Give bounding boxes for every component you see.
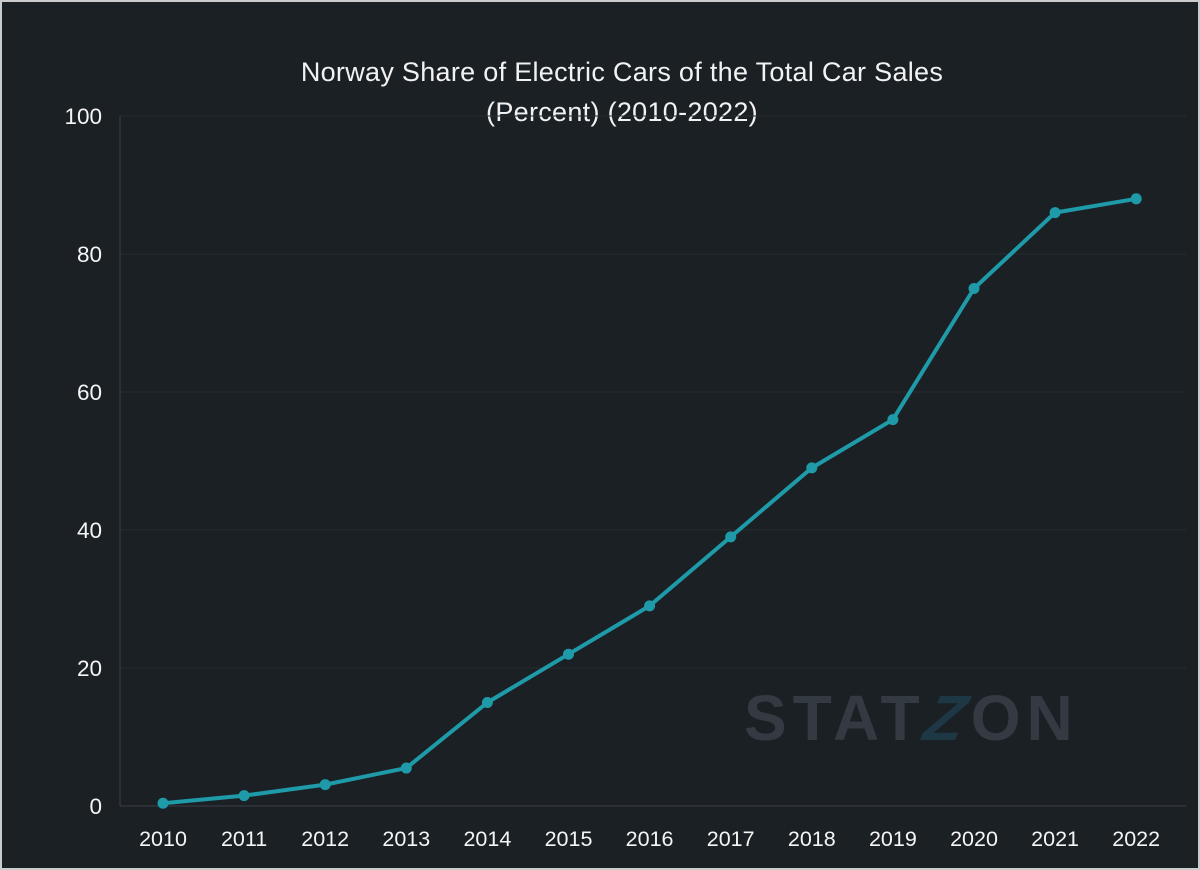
y-tick-label-0: 0 xyxy=(89,794,102,819)
statzon-watermark: STATZON xyxy=(744,682,1079,754)
watermark-suffix: ON xyxy=(970,682,1079,754)
x-tick-label-2018: 2018 xyxy=(788,827,836,851)
y-tick-label-100: 100 xyxy=(64,104,102,129)
x-tick-label-2016: 2016 xyxy=(626,827,674,851)
chart-title: Norway Share of Electric Cars of the Tot… xyxy=(24,52,1198,132)
x-tick-label-2019: 2019 xyxy=(869,827,917,851)
x-tick-label-2017: 2017 xyxy=(707,827,755,851)
x-tick-label-2020: 2020 xyxy=(950,827,998,851)
y-tick-label-20: 20 xyxy=(77,656,102,681)
data-point-2018 xyxy=(806,462,818,474)
y-tick-label-80: 80 xyxy=(77,242,102,267)
data-point-2013 xyxy=(400,762,412,774)
chart-title-line2: (Percent) (2010-2022) xyxy=(486,97,758,127)
x-tick-label-2022: 2022 xyxy=(1112,827,1160,851)
data-point-2015 xyxy=(563,648,574,660)
y-tick-label-40: 40 xyxy=(77,518,102,543)
x-tick-label-2010: 2010 xyxy=(139,827,187,851)
x-tick-label-2015: 2015 xyxy=(545,827,593,851)
data-point-2019 xyxy=(887,414,899,426)
x-tick-label-2021: 2021 xyxy=(1031,827,1079,851)
data-point-2022 xyxy=(1130,193,1142,205)
data-point-2011 xyxy=(238,790,250,802)
data-point-2017 xyxy=(725,531,737,543)
x-tick-label-2011: 2011 xyxy=(221,827,267,851)
data-point-2012 xyxy=(319,779,331,791)
data-point-2014 xyxy=(481,697,493,708)
chart-title-line1: Norway Share of Electric Cars of the Tot… xyxy=(300,57,944,87)
data-point-2010 xyxy=(157,797,169,809)
y-tick-label-60: 60 xyxy=(77,380,102,405)
watermark-z: Z xyxy=(917,682,979,754)
data-point-2021 xyxy=(1049,207,1061,219)
data-point-2016 xyxy=(644,600,656,612)
x-tick-label-2012: 2012 xyxy=(301,827,349,851)
x-tick-label-2013: 2013 xyxy=(382,827,430,851)
watermark-prefix: STAT xyxy=(744,682,926,754)
x-tick-label-2014: 2014 xyxy=(463,827,511,851)
data-point-2020 xyxy=(968,283,980,294)
